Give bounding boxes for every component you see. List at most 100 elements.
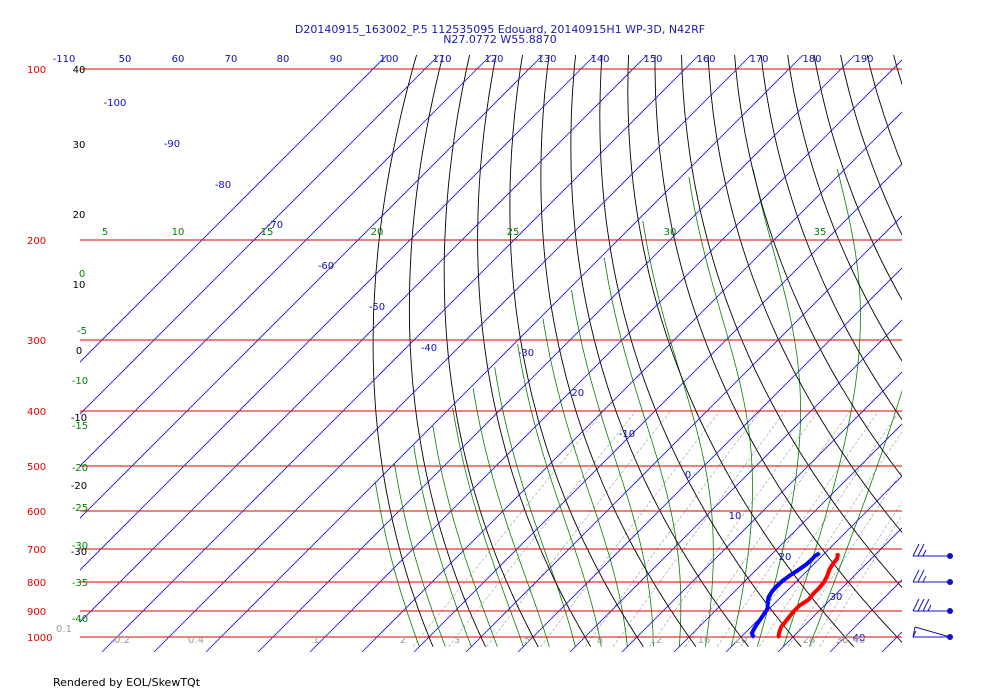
moist-adiabats [375, 168, 902, 647]
mixing-ratio-line [759, 431, 902, 647]
dewpoint-profile [749, 551, 821, 639]
dry-adiabat-label: 10 [73, 280, 86, 291]
isotherm-line [517, 267, 902, 652]
isotherm-line [101, 55, 700, 652]
isotherm-line [569, 319, 902, 652]
isotherm-label: 10 [729, 511, 742, 522]
moist-adiabat-line [542, 318, 628, 647]
top-axis-label: 70 [225, 54, 238, 65]
dry-adiabat-line [509, 55, 644, 647]
isotherm-label: -40 [421, 343, 437, 354]
isotherm-line [80, 55, 596, 571]
top-axis-label: 80 [277, 54, 290, 65]
mixing-ratio-line [810, 501, 902, 647]
top-axis-label: 120 [484, 54, 503, 65]
moist-adiabat-line [642, 220, 714, 647]
dry-adiabat-label: 20 [73, 210, 86, 221]
mixing-ratio-label: 0.2 [114, 635, 130, 646]
top-axis-label: 50 [119, 54, 132, 65]
top-axis-label: 60 [172, 54, 185, 65]
pressure-tick-label: 800 [27, 578, 46, 589]
mixing-ratio-label: 40 [853, 635, 866, 646]
dry-adiabat-line [477, 55, 592, 647]
isotherm-line [80, 55, 440, 415]
dry-adiabat-line [985, 14, 1000, 647]
dry-adiabat-line [654, 55, 902, 643]
dry-adiabat-label: -10 [71, 413, 87, 424]
wind-barb [912, 569, 953, 585]
top-axis-label: 170 [749, 54, 768, 65]
isotherm-line [881, 631, 902, 652]
wind-barb [912, 543, 953, 559]
dry-adiabat-label: 0 [76, 346, 82, 357]
top-axis-label: 150 [643, 54, 662, 65]
isotherm-line [309, 59, 902, 652]
moist-adiabat-label: -10 [72, 376, 88, 387]
chart-subtitle: N27.0772 W55.8870 [443, 33, 557, 46]
moist-adiabat-line [413, 445, 472, 647]
moist-adiabat-label: -40 [72, 614, 88, 625]
wind-barbs [912, 543, 953, 640]
isotherm-line [153, 55, 752, 652]
moist-adiabat-label: 0 [79, 269, 85, 280]
isotherm-label: 0 [685, 470, 691, 481]
moist-adiabat-top-label: 10 [172, 227, 185, 238]
mixing-ratio-label: 20 [735, 635, 748, 646]
top-axis-label: 90 [330, 54, 343, 65]
dry-adiabat-line [787, 55, 902, 362]
moist-adiabat-label: -35 [72, 578, 88, 589]
wind-barb [912, 598, 953, 615]
dry-adiabat-line [893, 55, 902, 86]
isotherm-line [725, 475, 902, 652]
mixing-ratio-label: 28 [803, 635, 816, 646]
isotherm-line [205, 55, 804, 652]
mixing-ratio-line [540, 410, 721, 647]
isotherm-label: 30 [830, 592, 843, 603]
dry-adiabat-label: 30 [73, 140, 86, 151]
isotherm-line [413, 163, 902, 652]
isotherm-line [80, 55, 492, 467]
moist-adiabat-label: -5 [77, 326, 87, 337]
top-axis-label: 190 [854, 54, 873, 65]
pressure-tick-label: 400 [27, 407, 46, 418]
isotherm-line [777, 527, 902, 652]
footer-credit: Rendered by EOL/SkewTQt [53, 676, 201, 689]
mixing-ratio-line [448, 410, 637, 647]
isotherm-label: -100 [104, 98, 127, 109]
pressure-tick-label: 200 [27, 236, 46, 247]
isotherm-label: -50 [369, 302, 385, 313]
moist-adiabat-line [452, 407, 524, 647]
dry-adiabat-line [372, 55, 434, 647]
dry-adiabat-line [840, 55, 902, 236]
dry-adiabat-line [760, 55, 902, 421]
isotherm-label: -80 [215, 180, 231, 191]
isotherm-label: -30 [518, 348, 534, 359]
mixing-ratio-line [585, 410, 761, 647]
pressure-tick-label: 900 [27, 607, 46, 618]
top-axis-label: 140 [590, 54, 609, 65]
isotherm-label: 20 [779, 552, 792, 563]
mixing-ratio-line [787, 470, 902, 647]
moist-adiabat-label: -20 [72, 463, 88, 474]
chart-title: D20140915_163002_P.5 112535095 Edouard, … [294, 23, 706, 36]
moist-adiabat-top-label: 25 [507, 227, 520, 238]
dry-adiabat-line [813, 55, 902, 301]
isotherm-line [621, 371, 902, 652]
moist-adiabat-top-label: 30 [664, 227, 677, 238]
mixing-ratio-label: 0.1 [56, 624, 72, 635]
mixing-ratio-label: 5 [524, 635, 530, 646]
mixing-ratio-line [716, 410, 879, 647]
moist-adiabat-line [494, 367, 576, 647]
moist-adiabat-top-label: 20 [371, 227, 384, 238]
mixing-ratio-line [412, 410, 604, 647]
pressure-tick-label: 1000 [27, 633, 52, 644]
dry-adiabat-line [408, 55, 487, 647]
isotherm-label: -90 [164, 139, 180, 150]
top-axis-label: 180 [802, 54, 821, 65]
mixing-ratio-label: 36 [836, 635, 849, 646]
moist-adiabat-line [571, 289, 654, 647]
dry-adiabat-line [627, 55, 855, 648]
wind-barb [912, 626, 953, 640]
